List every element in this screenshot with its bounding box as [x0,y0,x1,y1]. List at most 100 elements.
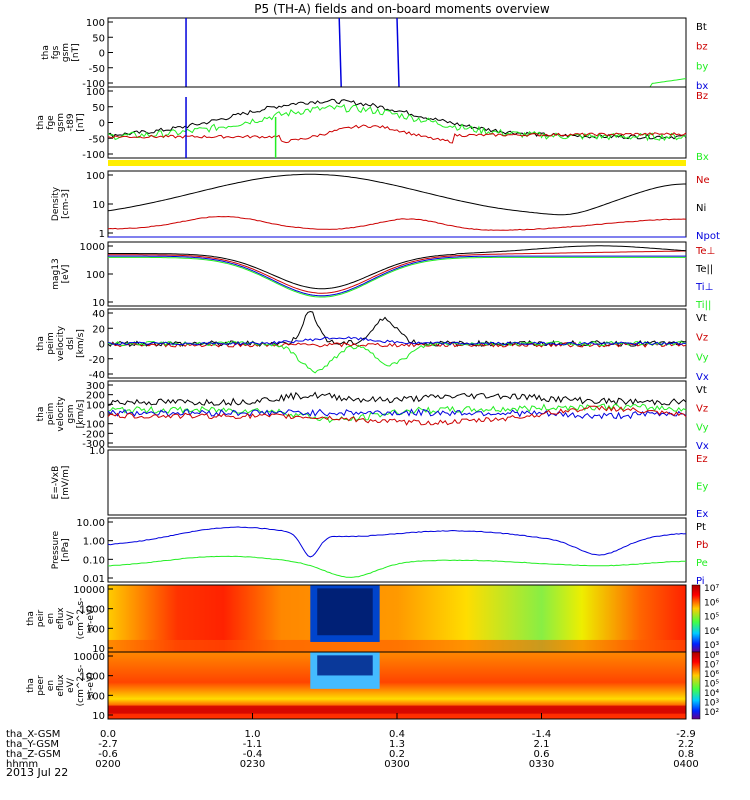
series-ti-perp [108,255,686,297]
colorbar-tick-label: 10⁶ [704,670,719,680]
legend-ne: Ne [696,175,710,186]
y-tick-label: 10000 [73,585,105,596]
panel-frame [107,170,687,238]
colorbar-tick-label: 10⁸ [704,651,719,661]
legend-bz: bz [696,42,708,53]
y-tick-label: 100 [86,171,105,182]
spectrogram-noise-region [317,588,373,636]
panel-p2: 100 50 0 -50 -100 tha fge gsm -t89 [nT] Bz Bx [36,86,709,166]
x-tick-label: 0.8 [678,749,694,760]
figure-date: 2013 Jul 22 [6,766,68,779]
y-tick-label: 1000 [80,242,105,253]
x-tick-label: -1.4 [532,729,552,740]
colorbar-tick-label: 10⁷ [704,661,719,671]
y-tick-label: 10 [92,644,105,655]
panel-frame [107,241,687,307]
x-tick-label: 2.1 [534,739,550,750]
y-tick-label: 0 [99,49,105,60]
y-axis-label: E=-VxB [mV/m] [51,466,71,500]
y-label-line: en [46,613,56,624]
y-label-line: [nPa] [61,538,71,561]
y-label-line: velocity [56,325,66,361]
y-tick-label: -200 [82,429,105,440]
legend-pi: Pi [696,576,705,587]
colorbar [691,584,701,653]
x-row-label: tha_Y-GSM [6,739,59,750]
y-tick-label: -40 [89,370,105,381]
panel-p7: 1.0 E=-VxB [mV/m] Ez Ey Ex [51,446,708,520]
y-label-line: Density [51,186,61,221]
y-label-line: eV/ [66,677,76,693]
series-te-par [108,245,687,290]
y-axis-label: mag13 [eV] [51,258,71,289]
spectrogram-noise-region [317,655,373,676]
series-vz [107,405,687,426]
series-te-perp [108,250,686,294]
y-label-line: eV/ [66,610,76,626]
legend-vt: Vt [696,385,707,396]
y-tick-label: 50 [92,103,105,114]
colorbar-tick-label: 10³ [704,699,719,709]
y-tick-label: 100 [86,87,105,98]
y-label-line: gsm [56,113,66,132]
y-axis-label: tha fge gsm -t89 [nT] [36,113,86,132]
series-bz [107,124,687,144]
x-row-label: tha_Z-GSM [6,749,61,760]
series-bx [107,104,687,142]
x-tick-label: 0300 [384,759,409,770]
y-label-line: [km/s] [76,400,86,429]
x-tick-label: 0.6 [534,749,550,760]
y-tick-label: 10000 [73,652,105,663]
panel-p1: 100 50 0 -50 -100 tha fgs gsm [nT] Bt bz by bx [41,17,708,92]
y-label-line: [cm-3] [61,189,71,219]
legend-bz: Bz [696,91,708,102]
y-axis-label: tha peer en eflux eV/(cm^2-s-sr-eV) [26,665,96,707]
y-tick-label: 100 [86,624,105,635]
y-tick-label: 20 [92,324,105,335]
y-tick-label: 50 [92,33,105,44]
y-label-line: Pressure [51,530,61,569]
legend-vx: Vx [696,441,709,452]
y-label-line: tha [36,407,46,422]
y-axis-label: Density [cm-3] [51,186,71,221]
legend-ti: Ti|| [695,300,711,311]
colorbar-tick-label: 10⁶ [704,598,719,608]
x-tick-label: 0.4 [389,729,405,740]
x-tick-label: -1.1 [243,739,263,750]
y-tick-label: 10 [92,298,105,309]
series-pi [107,526,687,558]
x-tick-label: -2.7 [98,739,118,750]
legend-npot: Npot [696,231,720,242]
x-tick-label: -0.6 [98,749,118,760]
spectrogram-band [108,705,686,714]
y-tick-label: -100 [82,79,105,90]
colorbar-tick-label: 10³ [704,641,719,651]
panel-frame [107,517,687,583]
legend-bt: Bt [696,22,707,33]
y-label-line: eflux [56,674,66,697]
y-tick-label: 0 [99,410,105,421]
legend-te: Te|| [695,264,713,275]
y-label-line: [eV] [61,265,71,284]
y-tick-label: -100 [82,420,105,431]
y-tick-label: 100 [86,400,105,411]
y-label-line: peim [46,332,56,355]
y-tick-label: 1.0 [89,446,105,457]
x-tick-label: 1.3 [389,739,405,750]
legend-ez: Ez [696,454,708,465]
series-by [108,78,687,88]
y-tick-label: 10.00 [76,518,105,529]
y-label-line: (cm^2-s- [76,598,86,640]
y-label-line: tha [36,336,46,351]
panel-p4: 1000 100 10 mag13 [eV] Te⊥ Te|| Ti⊥ Ti|| [51,241,715,311]
figure-title: P5 (TH-A) fields and on-board moments ov… [254,2,550,16]
data-quality-bar [108,160,686,166]
x-tick-label: 0.0 [100,729,116,740]
y-tick-label: 300 [86,381,105,392]
x-tick-label: -0.4 [243,749,263,760]
y-label-line: gsm [66,404,76,423]
y-label-line: tha [41,45,51,60]
y-tick-label: 1 [99,229,105,240]
